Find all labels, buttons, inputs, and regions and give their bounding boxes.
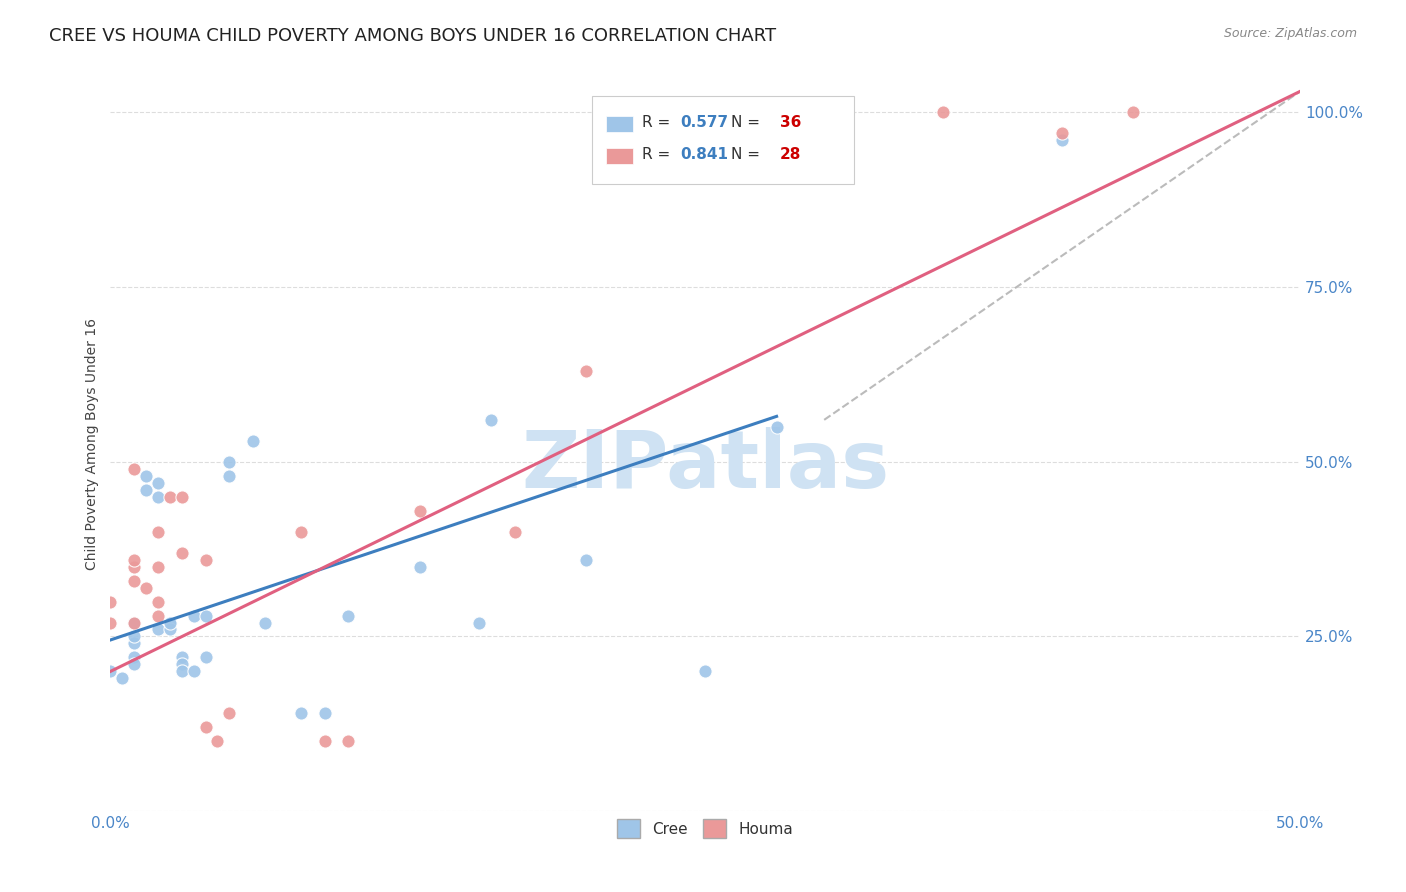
Point (146, 524, 169, 539)
Point (146, 608, 169, 623)
Point (409, 504, 432, 518)
Point (194, 552, 217, 566)
Point (1050, 126, 1073, 140)
Point (135, 468, 157, 483)
Text: CREE VS HOUMA CHILD POVERTY AMONG BOYS UNDER 16 CORRELATION CHART: CREE VS HOUMA CHILD POVERTY AMONG BOYS U… (49, 27, 776, 45)
Legend: Cree, Houma: Cree, Houma (612, 813, 799, 844)
Text: 0.841: 0.841 (681, 147, 728, 162)
Y-axis label: Child Poverty Among Boys Under 16: Child Poverty Among Boys Under 16 (86, 318, 100, 570)
FancyBboxPatch shape (606, 116, 633, 132)
Point (159, 623, 181, 637)
Point (135, 483, 157, 497)
Point (100, 594, 122, 608)
Text: 0.577: 0.577 (681, 115, 728, 129)
Point (170, 490, 193, 504)
Point (218, 455, 240, 469)
Point (170, 650, 193, 665)
Point (159, 615, 181, 630)
Point (695, 665, 717, 679)
Point (146, 559, 169, 574)
Point (337, 734, 360, 748)
FancyBboxPatch shape (606, 148, 633, 164)
Point (111, 672, 134, 686)
Point (122, 615, 145, 630)
Point (479, 413, 502, 427)
Point (170, 657, 193, 672)
Point (1122, 105, 1144, 120)
Point (122, 574, 145, 588)
Point (290, 524, 312, 539)
Point (122, 657, 145, 672)
Point (170, 665, 193, 679)
Point (932, 105, 955, 120)
Point (146, 490, 169, 504)
Point (575, 552, 598, 566)
Point (254, 615, 277, 630)
Point (183, 608, 205, 623)
Point (194, 650, 217, 665)
Point (1050, 133, 1073, 147)
Point (218, 706, 240, 721)
Text: ZIPatlas: ZIPatlas (522, 427, 890, 506)
Point (194, 608, 217, 623)
Text: 28: 28 (780, 147, 801, 162)
Point (146, 475, 169, 490)
Point (468, 615, 491, 630)
Point (122, 552, 145, 566)
Text: N =: N = (731, 147, 765, 162)
Point (100, 615, 122, 630)
Point (146, 623, 169, 637)
Point (314, 734, 336, 748)
Text: R =: R = (643, 147, 675, 162)
Point (159, 615, 181, 630)
Point (170, 546, 193, 560)
Point (314, 706, 336, 721)
Point (218, 468, 240, 483)
Point (122, 630, 145, 644)
Point (337, 608, 360, 623)
Point (122, 462, 145, 476)
Point (122, 650, 145, 665)
Point (207, 734, 229, 748)
Point (503, 524, 526, 539)
Text: Source: ZipAtlas.com: Source: ZipAtlas.com (1223, 27, 1357, 40)
Point (194, 720, 217, 734)
FancyBboxPatch shape (592, 95, 853, 184)
Point (122, 636, 145, 650)
Point (765, 420, 787, 434)
Point (409, 559, 432, 574)
Point (122, 615, 145, 630)
Point (575, 364, 598, 378)
Text: 36: 36 (780, 115, 801, 129)
Point (242, 434, 264, 448)
Point (290, 706, 312, 721)
Text: N =: N = (731, 115, 765, 129)
Text: R =: R = (643, 115, 675, 129)
Point (183, 665, 205, 679)
Point (146, 594, 169, 608)
Point (100, 665, 122, 679)
Point (122, 559, 145, 574)
Point (159, 490, 181, 504)
Point (135, 581, 157, 595)
